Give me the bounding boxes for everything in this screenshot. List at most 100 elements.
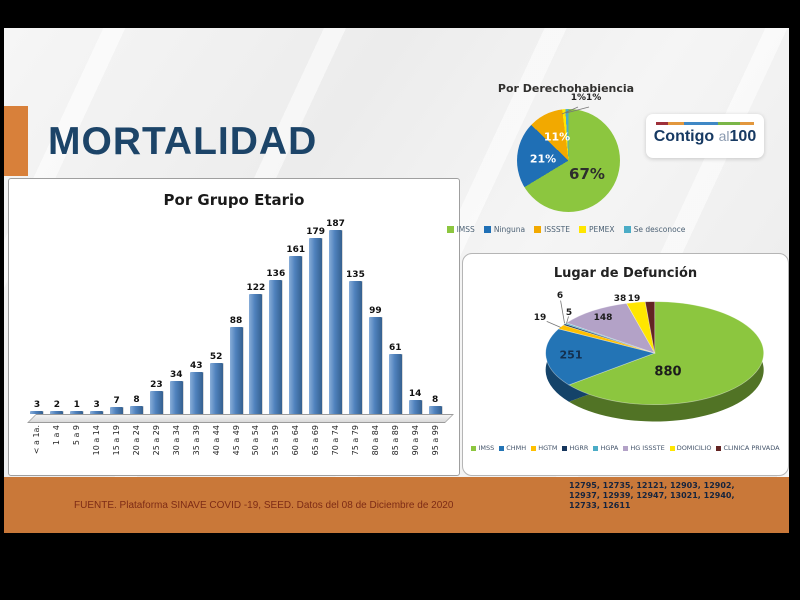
legend-color-swatch-icon bbox=[623, 226, 631, 233]
legend-color-swatch-icon bbox=[716, 445, 722, 451]
slide-canvas: MORTALIDAD Por Grupo Etario 3 2 1 3 7 8 23 34 43… bbox=[4, 28, 789, 533]
logo-text: Contigo al100 bbox=[653, 128, 757, 145]
bar bbox=[169, 380, 183, 414]
bar-value-label: 2 bbox=[53, 400, 60, 410]
bar bbox=[249, 293, 263, 414]
pie3d-slice bbox=[625, 301, 656, 354]
bar-value-label: 88 bbox=[229, 316, 243, 327]
slice-label-imss: 880 bbox=[654, 364, 682, 380]
bar-column: 187 bbox=[326, 219, 346, 414]
axis-label: 45 a 49 bbox=[231, 425, 241, 456]
legend-color-swatch-icon bbox=[669, 445, 675, 451]
bar-column: 8 bbox=[127, 395, 147, 414]
pie3d-slice bbox=[568, 301, 765, 405]
legend-item: CLINICA PRIVADA bbox=[716, 444, 780, 452]
bar-column: 52 bbox=[206, 352, 226, 414]
folio-line: 12937, 12939, 12947, 13021, 12940, bbox=[569, 491, 735, 500]
bar-column: 161 bbox=[286, 245, 306, 414]
legend-label: ISSSTE bbox=[544, 225, 570, 234]
legend-label: Ninguna bbox=[493, 225, 526, 234]
legend-label: HGTM bbox=[538, 444, 558, 452]
bar bbox=[269, 280, 283, 414]
derechohabiencia-legend: IMSS Ninguna ISSSTE PEMEX Se desconoce bbox=[446, 225, 685, 234]
legend-label: HG ISSSTE bbox=[630, 444, 665, 452]
axis-label: 80 a 84 bbox=[370, 425, 380, 456]
bar-column: 3 bbox=[27, 400, 47, 414]
legend-label: PEMEX bbox=[588, 225, 615, 234]
pie3d-slice bbox=[557, 324, 655, 354]
legend-label: CHMH bbox=[506, 444, 527, 452]
lugar-defuncion-panel: Lugar de Defunción 880 251 148 38 19 6 5… bbox=[462, 253, 789, 476]
bar-column: 136 bbox=[266, 269, 286, 414]
legend-label: IMSS bbox=[456, 225, 475, 234]
slice-label-hgtm: 19 bbox=[533, 313, 547, 323]
legend-item: HGRR bbox=[562, 444, 588, 452]
axis-label: 30 a 34 bbox=[171, 425, 181, 456]
axis-label: 5 a 9 bbox=[72, 425, 82, 446]
axis-label: 65 a 69 bbox=[311, 425, 321, 456]
derechohabiencia-pie bbox=[517, 109, 620, 212]
lugar-defuncion-title: Lugar de Defunción bbox=[553, 266, 698, 281]
age-group-chart-panel: Por Grupo Etario 3 2 1 3 7 8 23 34 43 52 88 122 136 1… bbox=[8, 178, 460, 476]
bar-value-label: 3 bbox=[93, 400, 100, 410]
legend-label: Se desconoce bbox=[633, 225, 686, 234]
bar-value-label: 99 bbox=[369, 305, 382, 316]
bar-value-label: 34 bbox=[170, 369, 183, 380]
bar bbox=[110, 407, 124, 414]
axis-label: 75 a 79 bbox=[350, 425, 360, 456]
bar-value-label: 8 bbox=[431, 395, 439, 406]
axis-label: 60 a 64 bbox=[291, 425, 301, 456]
bar-column: 14 bbox=[405, 389, 425, 414]
axis-label: 95 a 99 bbox=[430, 425, 440, 456]
legend-item: PEMEX bbox=[578, 225, 615, 234]
legend-item: HGTM bbox=[531, 444, 557, 452]
bar-value-label: 43 bbox=[189, 360, 203, 371]
bar-column: 88 bbox=[226, 316, 246, 414]
bar-value-label: 52 bbox=[209, 351, 223, 362]
legend-item: IMSS bbox=[446, 225, 475, 234]
legend-label: IMSS bbox=[478, 444, 495, 452]
legend-color-swatch-icon bbox=[446, 226, 454, 233]
bar bbox=[388, 353, 402, 414]
bar-column: 7 bbox=[107, 396, 127, 414]
legend-item: HGPA bbox=[593, 444, 618, 452]
bar bbox=[428, 406, 442, 414]
footer-band: FUENTE. Plataforma SINAVE COVID -19, SEE… bbox=[4, 477, 789, 533]
legend-item: Ninguna bbox=[483, 225, 526, 234]
bar-value-label: 161 bbox=[286, 244, 306, 255]
bar bbox=[289, 255, 303, 414]
axis-label: 85 a 89 bbox=[390, 425, 400, 456]
bar-value-label: 3 bbox=[33, 400, 41, 410]
legend-item: HG ISSSTE bbox=[623, 444, 665, 452]
axis-label: 55 a 59 bbox=[271, 425, 281, 456]
bar-value-label: 1 bbox=[73, 400, 80, 410]
axis-label: 35 a 39 bbox=[191, 425, 201, 456]
bar-value-label: 7 bbox=[113, 396, 120, 407]
age-group-chart-title: Por Grupo Etario bbox=[163, 191, 305, 209]
legend-color-swatch-icon bbox=[562, 445, 568, 451]
bar bbox=[408, 400, 422, 414]
pie-value-label-imss: 67% bbox=[569, 165, 605, 183]
legend-color-swatch-icon bbox=[534, 226, 542, 233]
page-title: MORTALIDAD bbox=[48, 120, 318, 163]
defuncion-pie3d bbox=[545, 301, 765, 422]
bar-value-label: 14 bbox=[408, 389, 422, 400]
pie3d-slice bbox=[562, 323, 655, 354]
legend-item: CHMH bbox=[499, 444, 526, 452]
axis-label: 25 a 29 bbox=[151, 425, 161, 456]
chart-3d-floor bbox=[27, 414, 454, 423]
legend-label: CLINICA PRIVADA bbox=[723, 444, 780, 452]
bar-column: 122 bbox=[246, 283, 266, 414]
legend-color-swatch-icon bbox=[593, 445, 599, 451]
bar-value-label: 122 bbox=[246, 282, 266, 293]
bar bbox=[329, 230, 343, 414]
bar-column: 34 bbox=[166, 370, 186, 414]
folio-numbers: 12795, 12735, 12121, 12903, 12902, 12937… bbox=[569, 481, 735, 511]
bar bbox=[368, 316, 382, 414]
bar-column: 8 bbox=[425, 395, 445, 414]
bar bbox=[149, 391, 163, 414]
slice-label-hgissste: 148 bbox=[593, 313, 613, 323]
axis-label: 40 a 44 bbox=[211, 425, 221, 456]
bar-column: 61 bbox=[385, 343, 405, 414]
bar bbox=[30, 411, 44, 414]
